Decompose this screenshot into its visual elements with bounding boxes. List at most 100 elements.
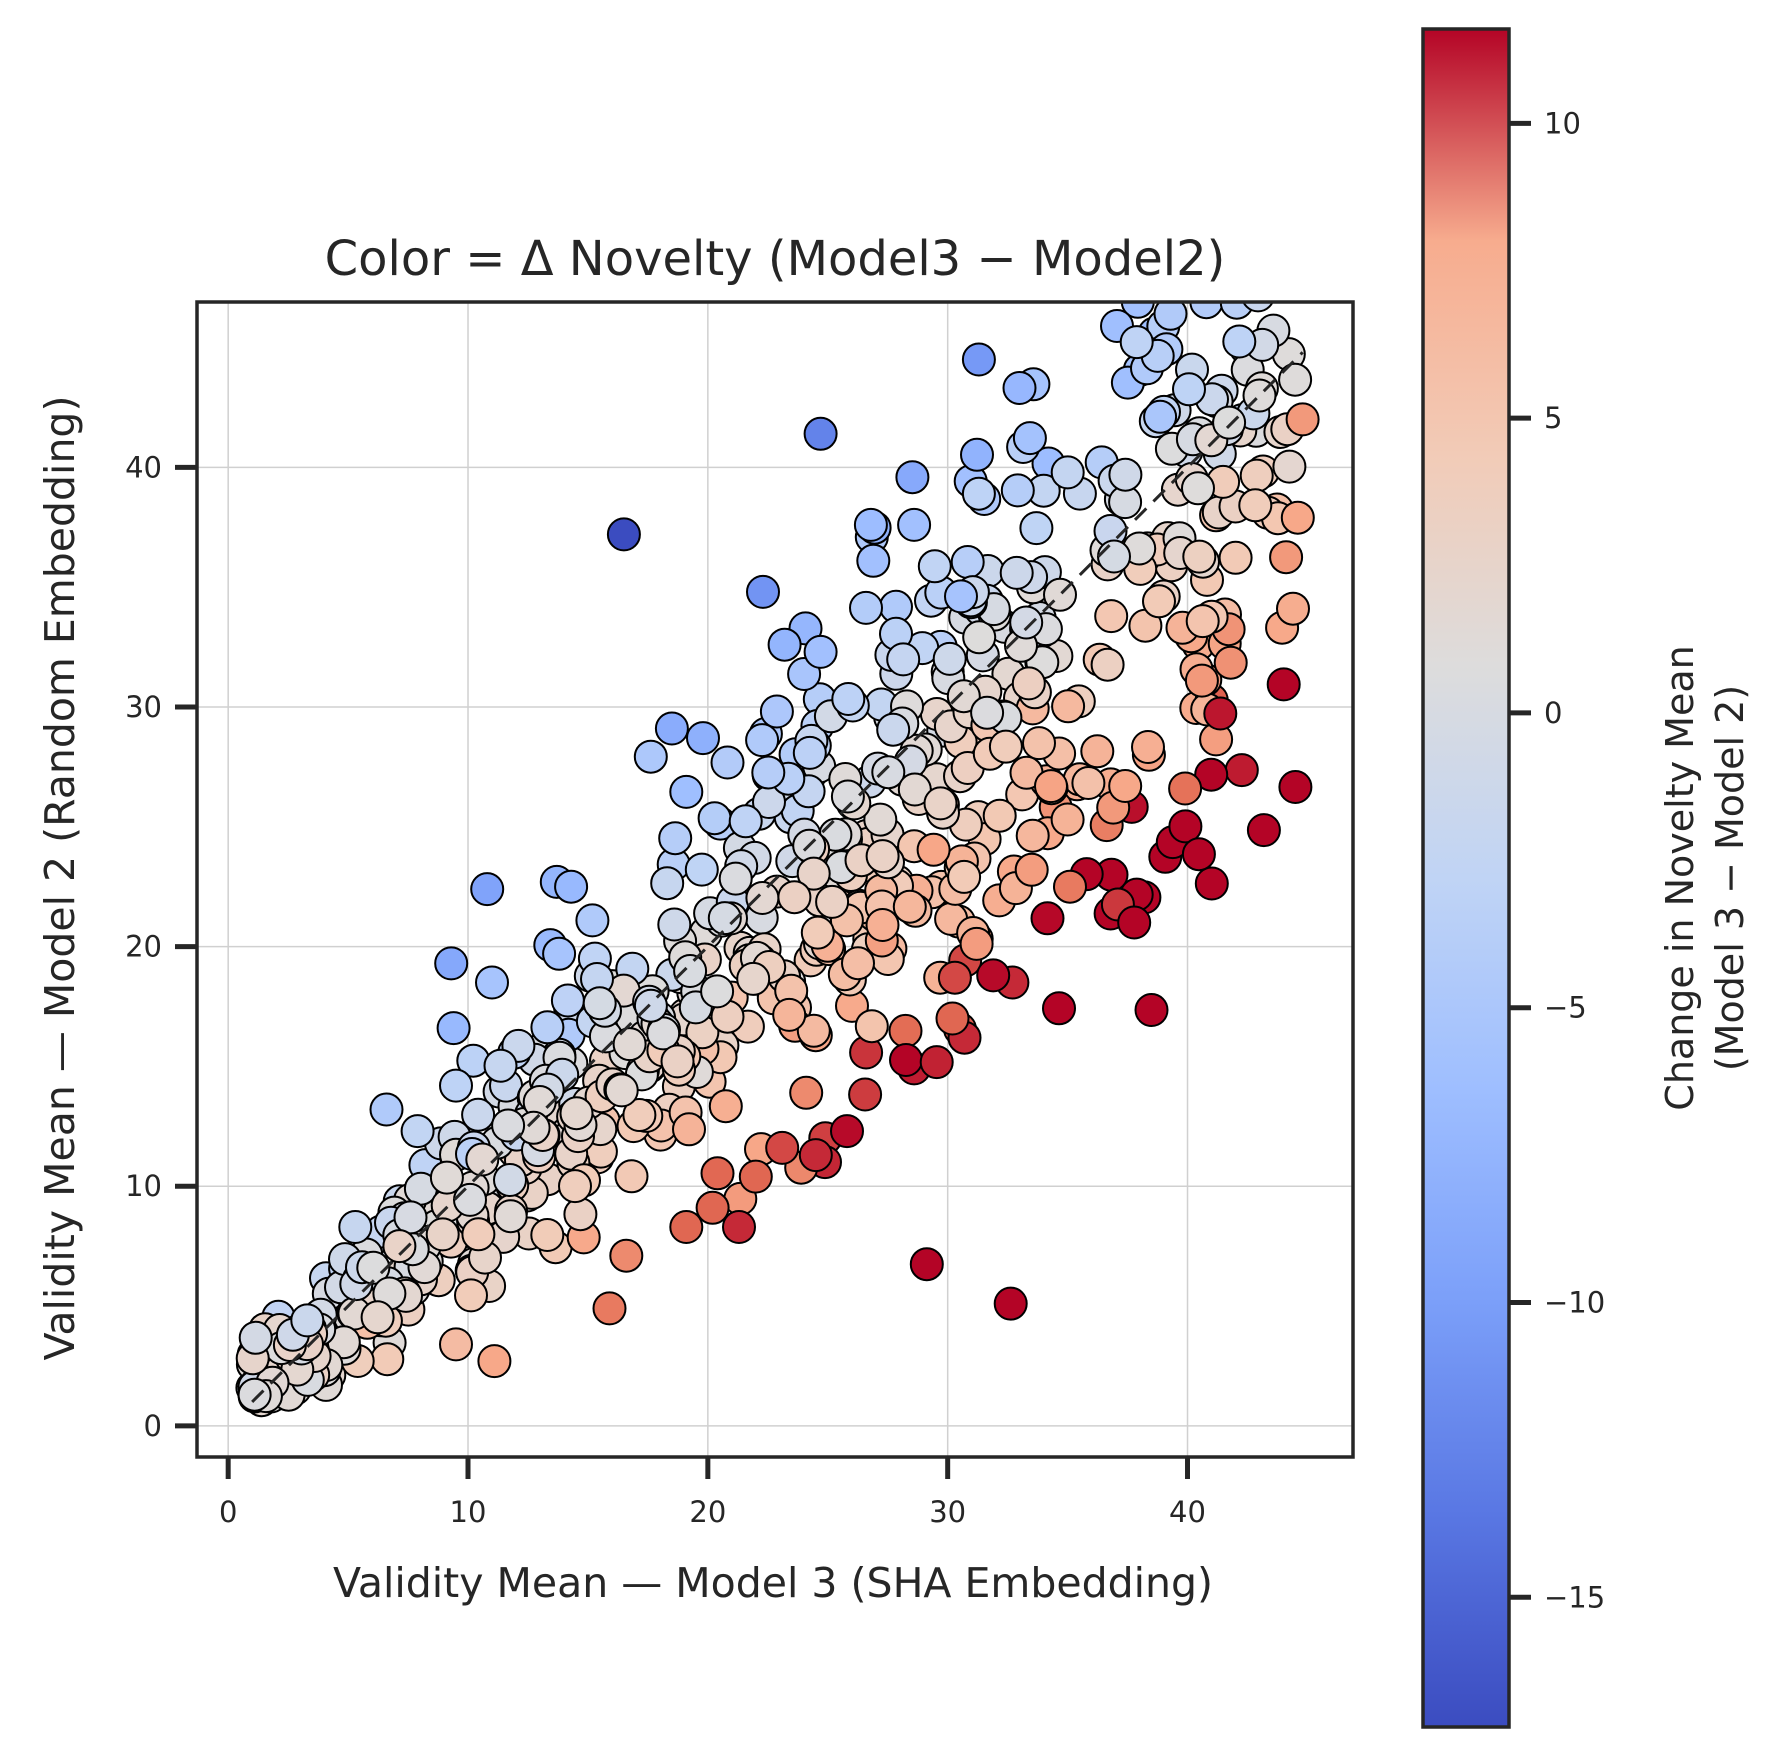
data-point <box>382 1229 417 1264</box>
data-point <box>848 1077 883 1112</box>
data-point <box>669 774 704 809</box>
data-point <box>738 1159 773 1194</box>
data-point <box>686 721 720 756</box>
data-point <box>439 1068 473 1103</box>
data-point <box>856 543 891 578</box>
data-point <box>1203 696 1238 731</box>
data-point <box>803 634 838 669</box>
data-point <box>1222 324 1257 359</box>
data-point <box>1184 663 1219 698</box>
data-point <box>854 1009 889 1044</box>
data-point <box>672 1112 706 1147</box>
data-point <box>745 881 780 915</box>
data-point <box>493 1163 527 1197</box>
data-point <box>1212 405 1247 440</box>
data-point <box>710 745 745 780</box>
data-point <box>393 1200 428 1235</box>
data-point <box>360 1300 395 1335</box>
data-point <box>722 1210 756 1244</box>
data-point <box>1194 866 1229 901</box>
data-point <box>798 1138 833 1173</box>
data-point <box>1117 905 1152 940</box>
data-point <box>919 1045 954 1080</box>
colorbar-label-line2: (Model 3 − Model 2) <box>1708 685 1752 1071</box>
colorbar-tick-label: 10 <box>1544 106 1581 140</box>
data-point <box>454 1278 488 1313</box>
data-point <box>1143 399 1178 434</box>
data-point <box>917 549 952 584</box>
colorbar <box>1421 27 1511 1729</box>
data-point <box>606 517 641 552</box>
data-point <box>1262 227 1294 259</box>
data-point <box>1097 539 1131 574</box>
data-point <box>863 802 898 837</box>
data-point <box>1218 540 1253 575</box>
data-point <box>708 1089 743 1124</box>
data-point <box>475 965 509 1000</box>
identity-reference-line <box>251 351 1304 1403</box>
y-tick-label: 0 <box>144 1409 162 1443</box>
data-point <box>1050 802 1085 837</box>
data-point <box>614 1159 649 1194</box>
y-tick-label: 40 <box>125 450 162 484</box>
data-point <box>1234 129 1266 161</box>
data-point <box>1053 869 1087 904</box>
x-tick-label: 10 <box>450 1495 487 1529</box>
colorbar-ticks: 10 5 0 −5 −10 −15 <box>1509 106 1605 1614</box>
data-point <box>1278 362 1313 397</box>
data-point <box>1131 730 1165 764</box>
data-point <box>530 1218 565 1252</box>
data-point <box>865 908 900 942</box>
data-point <box>654 711 689 746</box>
data-point <box>660 1044 695 1079</box>
data-point <box>1217 0 1249 21</box>
data-point <box>707 901 742 936</box>
data-point <box>944 579 978 614</box>
data-point <box>465 1142 500 1177</box>
data-point <box>1182 539 1217 574</box>
data-point <box>982 798 1017 833</box>
data-point <box>658 821 693 856</box>
data-point <box>633 739 668 774</box>
colorbar-label-line1: Change in Novelty Mean <box>1658 645 1702 1110</box>
data-point <box>1168 809 1203 844</box>
data-point <box>889 1043 923 1077</box>
data-point <box>1019 511 1054 546</box>
data-point <box>1094 599 1129 634</box>
data-point <box>1014 852 1049 887</box>
data-point <box>1272 449 1307 484</box>
data-point <box>1071 766 1106 800</box>
data-point <box>1246 813 1281 848</box>
data-point <box>1239 458 1274 493</box>
data-point <box>745 723 780 758</box>
data-point <box>962 620 997 655</box>
y-tick-label: 10 <box>125 1169 162 1203</box>
x-axis-label: Validity Mean — Model 3 (SHA Embedding) <box>333 1559 1213 1607</box>
data-point <box>1080 734 1115 769</box>
data-point <box>796 856 831 891</box>
data-point <box>434 946 469 981</box>
data-point <box>853 507 888 542</box>
data-point <box>999 555 1034 590</box>
data-point <box>841 946 875 981</box>
data-point <box>759 694 794 729</box>
data-point <box>657 907 692 942</box>
data-point <box>1242 302 1274 313</box>
data-point <box>803 416 838 451</box>
data-point <box>1090 647 1125 682</box>
data-point <box>575 903 610 938</box>
data-point <box>673 954 708 988</box>
data-point <box>1015 818 1050 853</box>
data-point <box>684 852 719 887</box>
data-point <box>895 460 930 495</box>
data-point <box>876 712 911 747</box>
data-point <box>461 1217 496 1252</box>
data-point <box>1050 455 1085 490</box>
data-point <box>1238 488 1273 523</box>
data-point <box>470 872 505 907</box>
data-point <box>700 1156 735 1191</box>
data-point <box>935 1001 970 1036</box>
data-point <box>1194 757 1229 792</box>
data-point <box>988 729 1023 764</box>
data-point <box>1269 540 1304 575</box>
